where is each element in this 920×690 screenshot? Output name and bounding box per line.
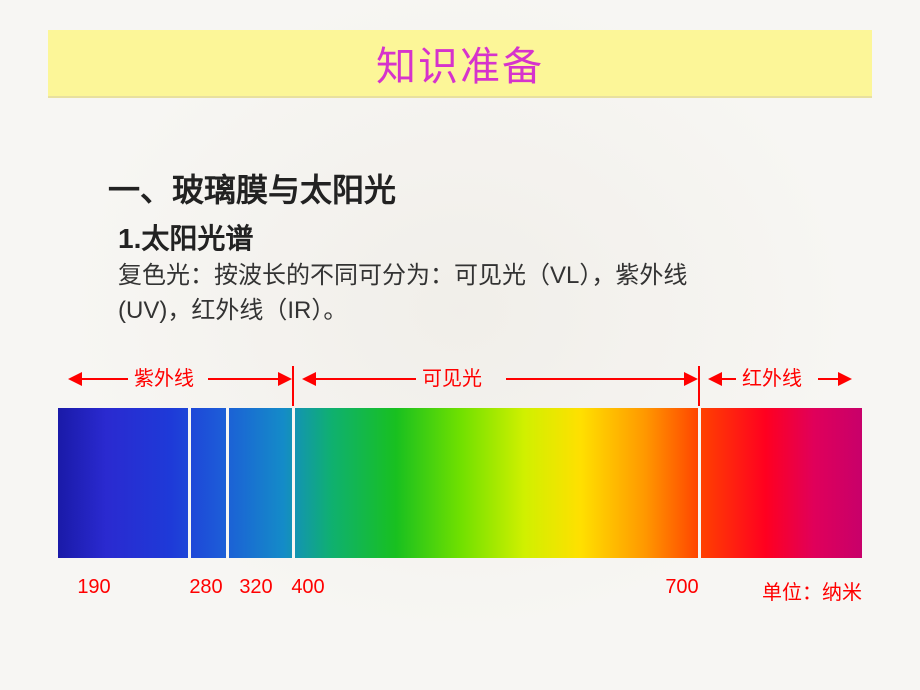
divider-line <box>698 366 700 406</box>
tick-320: 320 <box>239 576 272 599</box>
slide: 知识准备 一、玻璃膜与太阳光 1.太阳光谱 复色光：按波长的不同可分为：可见光（… <box>0 0 920 690</box>
spectrum-ticks-row: 190 280 320 400 700 单位：纳米 <box>58 576 862 616</box>
arrow-line <box>316 378 416 380</box>
arrow-line <box>506 378 684 380</box>
arrow-head-right-icon <box>838 372 852 386</box>
bar-gap <box>292 408 295 558</box>
body-mid2: ，红外线（ <box>167 297 287 324</box>
spectrum-bar <box>58 408 862 558</box>
arrow-line <box>722 378 736 380</box>
arrow-head-left-icon <box>68 372 82 386</box>
divider-line <box>292 366 294 406</box>
arrow-line <box>82 378 128 380</box>
body-paragraph: 复色光：按波长的不同可分为：可见光（VL），紫外线 (UV)，红外线（IR）。 <box>118 259 850 329</box>
bar-gap <box>226 408 229 558</box>
body-ir: IR <box>287 297 311 324</box>
title-bar: 知识准备 <box>48 30 872 98</box>
tick-190: 190 <box>77 576 110 599</box>
segment-label-visible: 可见光 <box>418 362 486 391</box>
spectrum-diagram: 紫外线 可见光 红外线 190 280 320 400 700 单位：纳米 <box>58 362 862 616</box>
tick-400: 400 <box>291 576 324 599</box>
segment-label-ir: 红外线 <box>738 362 806 391</box>
body-uv: (UV) <box>118 297 167 324</box>
tick-700: 700 <box>665 576 698 599</box>
heading-1: 一、玻璃膜与太阳光 <box>108 165 860 211</box>
heading-2: 1.太阳光谱 <box>118 217 860 257</box>
bar-gap <box>698 408 701 558</box>
page-title: 知识准备 <box>376 34 544 92</box>
body-suffix: ）。 <box>311 297 347 324</box>
segment-label-uv: 紫外线 <box>130 362 198 391</box>
body-prefix: 复色光：按波长的不同可分为：可见光（ <box>118 262 550 289</box>
arrow-line <box>208 378 278 380</box>
arrow-line <box>818 378 838 380</box>
arrow-head-left-icon <box>708 372 722 386</box>
unit-label: 单位：纳米 <box>762 576 862 605</box>
body-vl: VL <box>550 262 579 289</box>
arrow-head-left-icon <box>302 372 316 386</box>
bar-gap <box>188 408 191 558</box>
tick-280: 280 <box>189 576 222 599</box>
arrow-head-right-icon <box>684 372 698 386</box>
body-mid1: ），紫外线 <box>579 262 687 289</box>
arrow-head-right-icon <box>278 372 292 386</box>
spectrum-labels-row: 紫外线 可见光 红外线 <box>58 362 862 396</box>
content-block: 一、玻璃膜与太阳光 1.太阳光谱 复色光：按波长的不同可分为：可见光（VL），紫… <box>108 165 860 329</box>
